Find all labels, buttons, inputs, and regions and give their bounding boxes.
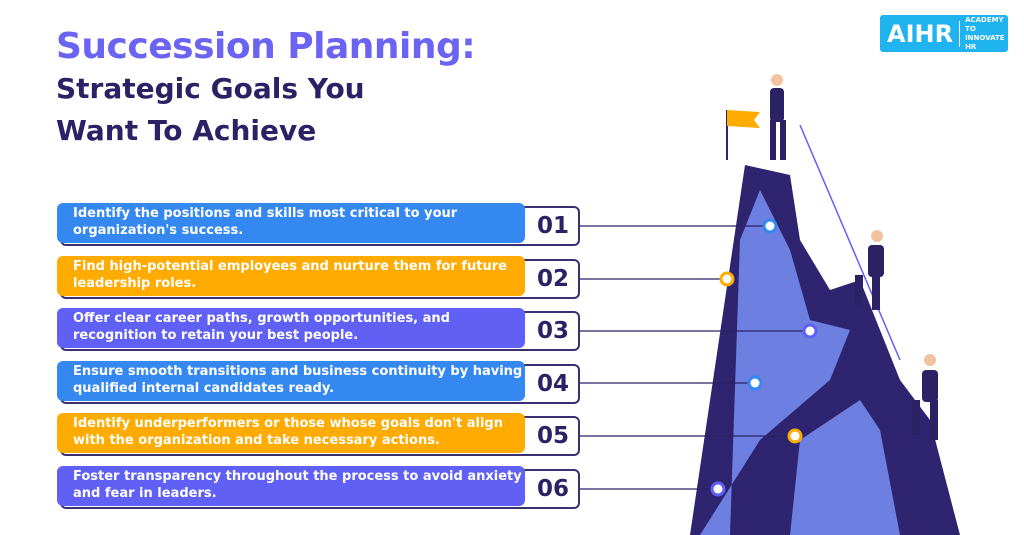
- title-line-1: Succession Planning:: [56, 26, 476, 67]
- marker-dot-06: [710, 481, 726, 497]
- goal-number: 02: [536, 266, 569, 292]
- goal-text: Find high-potential employees and nurtur…: [57, 256, 525, 296]
- goal-item: Find high-potential employees and nurtur…: [57, 256, 580, 299]
- logo-mark: AIHR: [880, 20, 961, 47]
- rope: [799, 124, 901, 361]
- mountain-face: [700, 190, 850, 535]
- marker-dot-05: [787, 428, 803, 444]
- goal-number: 03: [536, 318, 569, 344]
- mountain-face-lower: [790, 400, 900, 535]
- goal-number: 05: [536, 423, 569, 449]
- goal-number: 06: [536, 476, 569, 502]
- climber-middle: [855, 230, 884, 310]
- marker-dot-03: [802, 323, 818, 339]
- goal-text: Foster transparency throughout the proce…: [57, 466, 525, 506]
- goal-item: Identify underperformers or those whose …: [57, 413, 580, 456]
- goal-item: Identify the positions and skills most c…: [57, 203, 580, 246]
- goal-number: 04: [536, 371, 569, 397]
- climber-bottom: [912, 354, 938, 440]
- logo-text: ACADEMY TO INNOVATE HR: [965, 15, 1005, 51]
- goal-number: 01: [536, 213, 569, 239]
- title-line-2: Strategic Goals You: [56, 72, 365, 105]
- title-line-3: Want To Achieve: [56, 114, 317, 147]
- marker-dot-04: [747, 375, 763, 391]
- marker-dot-01: [762, 218, 778, 234]
- goal-text: Identify underperformers or those whose …: [57, 413, 525, 453]
- goal-item: Ensure smooth transitions and business c…: [57, 361, 580, 404]
- goal-item: Offer clear career paths, growth opportu…: [57, 308, 580, 351]
- goal-text: Identify the positions and skills most c…: [57, 203, 525, 243]
- connector-lines: [580, 225, 810, 490]
- aihr-logo: AIHR ACADEMY TO INNOVATE HR: [880, 15, 1008, 52]
- goal-text: Ensure smooth transitions and business c…: [57, 361, 525, 401]
- goal-text: Offer clear career paths, growth opportu…: [57, 308, 525, 348]
- flag-icon: [727, 110, 760, 128]
- climber-top: [770, 74, 786, 160]
- marker-dot-02: [719, 271, 735, 287]
- goal-item: Foster transparency throughout the proce…: [57, 466, 580, 509]
